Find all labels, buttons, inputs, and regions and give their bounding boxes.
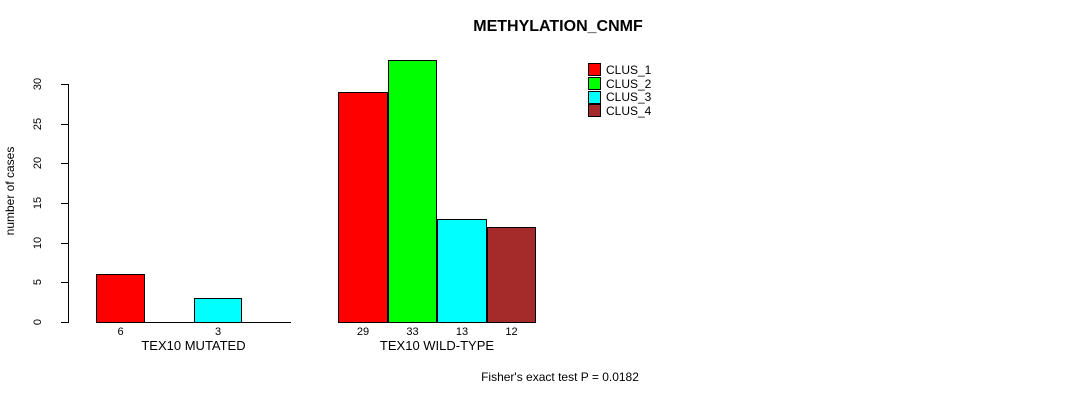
bar: [338, 92, 388, 323]
legend: CLUS_1 CLUS_2 CLUS_3 CLUS_4: [588, 63, 651, 118]
y-tick-label: 10: [32, 236, 44, 250]
bar-value-label: 29: [356, 326, 370, 338]
bar-value-label: 12: [505, 326, 518, 338]
y-tick-label: 20: [32, 156, 44, 170]
legend-swatch-clus_2: [588, 77, 601, 91]
bar: [96, 274, 145, 323]
bar: [194, 298, 242, 323]
y-tick: [61, 124, 68, 125]
footnote-pvalue: Fisher's exact test P = 0.0182: [481, 370, 639, 384]
y-tick-label: 0: [32, 318, 44, 326]
bar-value-label: 3: [214, 326, 222, 338]
bar: [388, 60, 437, 323]
y-tick: [61, 203, 68, 204]
legend-row: CLUS_3: [588, 90, 651, 104]
y-tick: [61, 243, 68, 244]
y-tick-label: 15: [32, 196, 44, 210]
bar: [487, 227, 536, 323]
y-axis-label: number of cases: [3, 146, 17, 236]
y-tick-label: 25: [32, 117, 44, 131]
legend-swatch-clus_1: [588, 63, 601, 77]
legend-label: CLUS_3: [606, 90, 652, 105]
group-label: TEX10 WILD-TYPE: [379, 338, 495, 353]
zero-bar: [242, 322, 291, 323]
zero-bar: [145, 322, 194, 323]
group-label: TEX10 MUTATED: [141, 338, 246, 353]
y-tick-label: 30: [32, 77, 44, 91]
legend-row: CLUS_1: [588, 63, 651, 77]
legend-swatch-clus_3: [588, 90, 601, 104]
y-tick: [61, 84, 68, 85]
y-tick: [61, 282, 68, 283]
legend-label: CLUS_4: [606, 103, 652, 118]
bar-value-label: 13: [455, 326, 469, 338]
legend-label: CLUS_1: [606, 62, 652, 77]
y-tick-label: 5: [32, 278, 44, 286]
bar-value-label: 6: [117, 326, 124, 338]
chart-title: METHYLATION_CNMF: [473, 18, 643, 35]
legend-label: CLUS_2: [606, 76, 652, 91]
legend-swatch-clus_4: [588, 104, 601, 118]
legend-row: CLUS_4: [588, 104, 651, 118]
legend-row: CLUS_2: [588, 77, 651, 91]
y-axis-line: [68, 84, 69, 323]
bar: [437, 219, 487, 323]
bar-value-label: 33: [406, 326, 419, 338]
y-tick: [61, 322, 68, 323]
y-tick: [61, 163, 68, 164]
